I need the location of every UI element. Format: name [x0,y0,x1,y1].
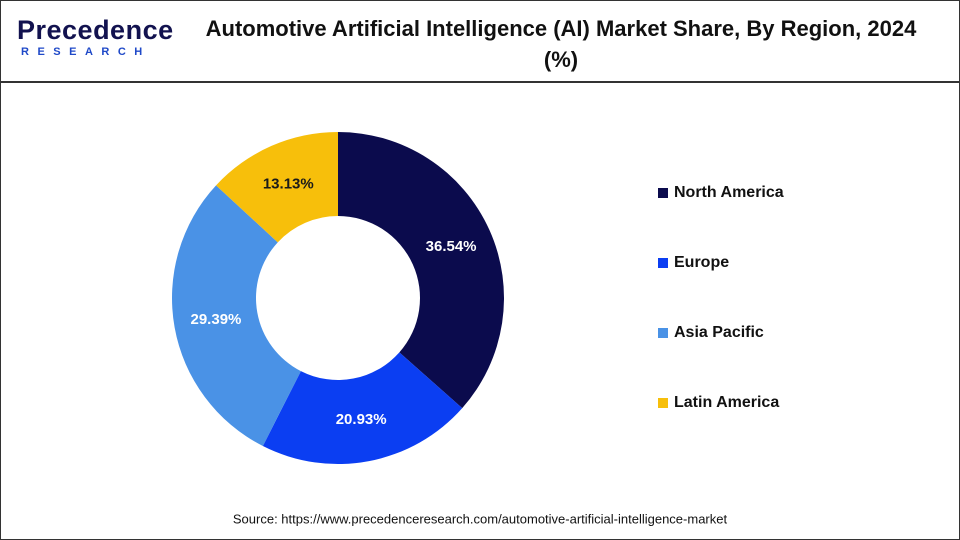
data-label: 29.39% [191,311,242,328]
data-label: 20.93% [336,411,387,428]
header: Precedence RESEARCH Automotive Artificia… [1,1,959,83]
donut-slice [216,132,338,243]
legend-swatch [658,398,668,408]
data-label: 36.54% [426,238,477,255]
legend-swatch [658,258,668,268]
donut-slice [338,132,504,409]
source: Source: https://www.precedenceresearch.c… [233,511,728,526]
chart-title: Automotive Artificial Intelligence (AI) … [205,16,917,72]
donut-slice [171,185,301,447]
logo-name: Precedence [17,15,174,45]
logo-tagline: RESEARCH [21,46,151,58]
data-label: 13.13% [263,175,314,192]
legend-label: North America [674,184,784,201]
legend-label: Europe [674,254,729,271]
legend-label: Asia Pacific [674,324,764,341]
donut-slice [262,352,463,464]
legend-label: Latin America [674,394,779,411]
legend-swatch [658,188,668,198]
legend-swatch [658,328,668,338]
